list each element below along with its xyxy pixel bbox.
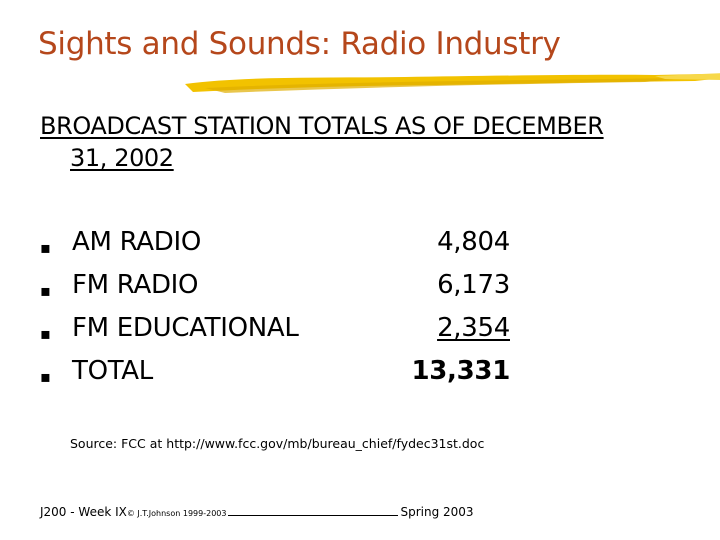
footer-course: J200 - Week IX [40,505,127,519]
square-bullet-icon: ▪ [40,324,51,343]
square-bullet-icon: ▪ [40,367,51,386]
total-value: 13,331 [411,356,510,386]
list-item: ▪ FM EDUCATIONAL 2,354 [40,311,510,354]
yellow-brush-stroke-icon [185,73,720,93]
heading-line-2: 31, 2002 [70,144,174,172]
list-item: ▪ FM RADIO 6,173 [40,268,510,311]
row-label: TOTAL [72,356,153,386]
heading-line-1: BROADCAST STATION TOTALS AS OF DECEMBER [40,112,604,140]
station-totals-heading: BROADCAST STATION TOTALS AS OF DECEMBER … [40,110,680,174]
list-item: ▪ AM RADIO 4,804 [40,225,510,268]
square-bullet-icon: ▪ [40,238,51,257]
row-value: 2,354 [437,313,510,343]
footer-copyright: © J.T.Johnson 1999-2003 [126,509,227,518]
row-value: 6,173 [437,270,510,300]
slide-title: Sights and Sounds: Radio Industry [38,26,561,62]
square-bullet-icon: ▪ [40,281,51,300]
footer-rule [228,515,399,516]
source-note: Source: FCC at http://www.fcc.gov/mb/bur… [70,436,485,451]
footer-term: Spring 2003 [400,505,474,519]
row-label: FM EDUCATIONAL [72,313,299,343]
station-list: ▪ AM RADIO 4,804 ▪ FM RADIO 6,173 ▪ FM E… [40,225,510,397]
list-item: ▪ TOTAL 13,331 [40,354,510,397]
row-label: AM RADIO [72,227,202,257]
row-label: FM RADIO [72,270,199,300]
slide-footer: J200 - Week IX© J.T.Johnson 1999-2003 Spr… [40,505,474,519]
row-value: 4,804 [437,227,510,257]
